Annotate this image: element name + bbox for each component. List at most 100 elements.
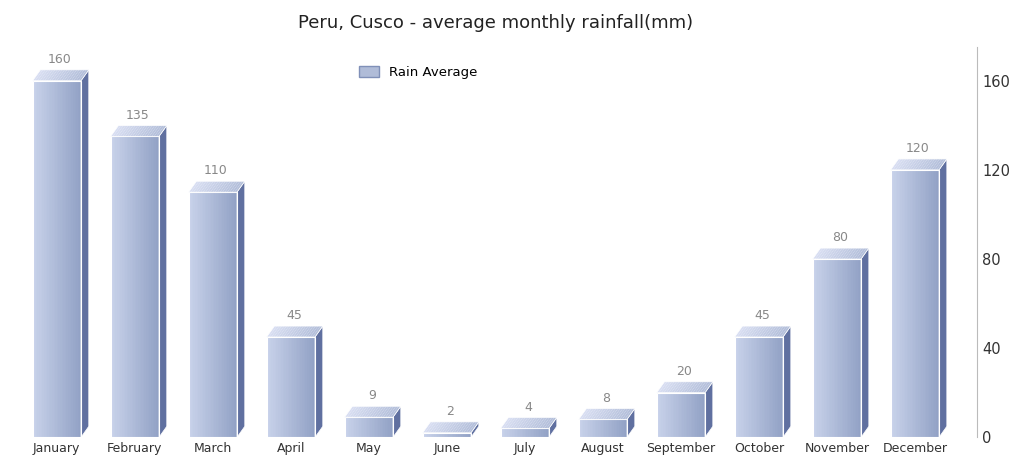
Polygon shape [697, 393, 698, 437]
Polygon shape [138, 136, 139, 437]
Polygon shape [444, 422, 455, 433]
Polygon shape [734, 326, 744, 337]
Polygon shape [761, 326, 771, 337]
Polygon shape [376, 406, 386, 417]
Polygon shape [541, 428, 543, 437]
Polygon shape [41, 81, 42, 437]
Polygon shape [439, 422, 450, 433]
Polygon shape [503, 417, 513, 428]
Polygon shape [432, 433, 434, 437]
Polygon shape [510, 417, 520, 428]
Polygon shape [194, 181, 204, 192]
Polygon shape [817, 248, 827, 259]
Polygon shape [739, 326, 750, 337]
Polygon shape [907, 170, 908, 437]
Polygon shape [221, 192, 222, 437]
Polygon shape [131, 136, 133, 437]
Polygon shape [63, 81, 65, 437]
Polygon shape [603, 419, 604, 437]
Polygon shape [542, 417, 552, 428]
Polygon shape [202, 192, 203, 437]
Polygon shape [42, 81, 44, 437]
Polygon shape [833, 259, 834, 437]
Polygon shape [72, 81, 73, 437]
Polygon shape [928, 170, 930, 437]
Polygon shape [304, 337, 305, 437]
Polygon shape [702, 382, 713, 393]
Polygon shape [213, 181, 223, 192]
Text: 45: 45 [286, 309, 302, 322]
Polygon shape [847, 248, 857, 259]
Polygon shape [457, 433, 458, 437]
Polygon shape [45, 81, 47, 437]
Polygon shape [590, 419, 592, 437]
Polygon shape [188, 181, 199, 192]
Polygon shape [772, 337, 773, 437]
Polygon shape [544, 428, 546, 437]
Polygon shape [393, 406, 400, 437]
Polygon shape [510, 428, 512, 437]
Polygon shape [47, 70, 57, 81]
Polygon shape [508, 417, 518, 428]
Polygon shape [234, 181, 245, 192]
Polygon shape [386, 406, 396, 417]
Polygon shape [455, 433, 457, 437]
Polygon shape [372, 417, 374, 437]
Polygon shape [625, 408, 635, 419]
Polygon shape [280, 337, 282, 437]
Polygon shape [520, 417, 530, 428]
Polygon shape [844, 248, 854, 259]
Polygon shape [78, 81, 80, 437]
Polygon shape [614, 419, 615, 437]
Polygon shape [214, 192, 216, 437]
Polygon shape [74, 70, 84, 81]
Polygon shape [286, 326, 296, 337]
Polygon shape [224, 192, 225, 437]
Polygon shape [119, 136, 120, 437]
Polygon shape [65, 81, 67, 437]
Polygon shape [388, 417, 390, 437]
Polygon shape [276, 337, 278, 437]
Polygon shape [678, 393, 679, 437]
Polygon shape [153, 136, 155, 437]
Polygon shape [113, 126, 123, 136]
Polygon shape [437, 433, 438, 437]
Polygon shape [532, 428, 535, 437]
Polygon shape [285, 337, 286, 437]
Polygon shape [158, 136, 159, 437]
Polygon shape [435, 433, 437, 437]
Polygon shape [891, 170, 892, 437]
Polygon shape [834, 259, 836, 437]
Polygon shape [675, 393, 676, 437]
Polygon shape [116, 126, 126, 136]
Polygon shape [744, 337, 745, 437]
Polygon shape [745, 337, 748, 437]
Polygon shape [514, 428, 515, 437]
Polygon shape [133, 136, 135, 437]
Polygon shape [920, 170, 922, 437]
Polygon shape [39, 81, 41, 437]
Polygon shape [380, 417, 382, 437]
Polygon shape [293, 326, 303, 337]
Polygon shape [701, 393, 703, 437]
Polygon shape [902, 170, 903, 437]
Polygon shape [526, 428, 528, 437]
Polygon shape [128, 136, 130, 437]
Polygon shape [764, 337, 765, 437]
Polygon shape [824, 248, 835, 259]
Polygon shape [427, 433, 429, 437]
Polygon shape [233, 192, 236, 437]
Polygon shape [465, 433, 466, 437]
Polygon shape [739, 337, 741, 437]
Polygon shape [908, 170, 910, 437]
Polygon shape [665, 393, 667, 437]
Polygon shape [615, 419, 617, 437]
Polygon shape [937, 170, 939, 437]
Polygon shape [839, 259, 840, 437]
Polygon shape [848, 259, 850, 437]
Polygon shape [626, 419, 627, 437]
Polygon shape [50, 81, 52, 437]
Polygon shape [438, 433, 440, 437]
Polygon shape [382, 417, 383, 437]
Polygon shape [80, 81, 81, 437]
